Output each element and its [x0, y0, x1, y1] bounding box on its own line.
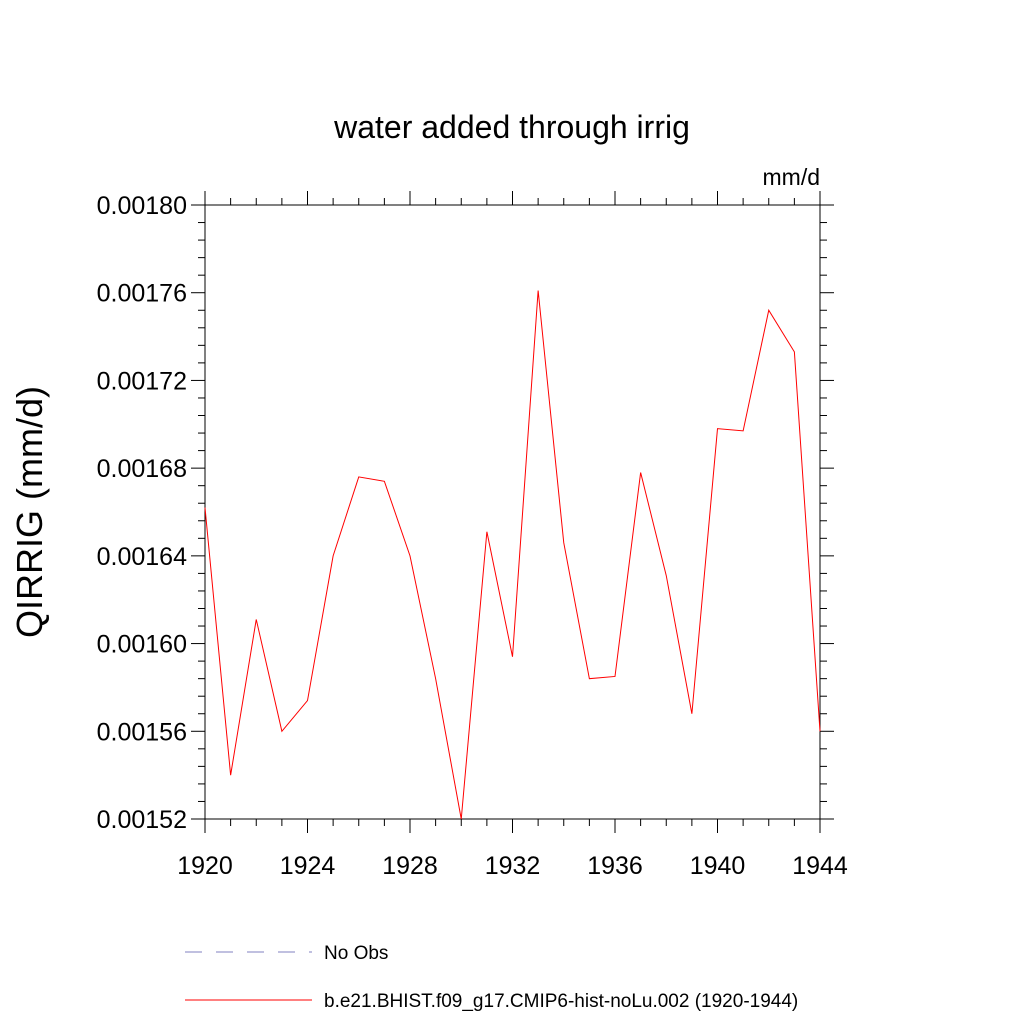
x-tick-label: 1944 [792, 852, 848, 880]
y-tick-label: 0.00168 [97, 455, 187, 483]
x-tick-label: 1924 [280, 852, 336, 880]
x-tick-label: 1940 [690, 852, 746, 880]
y-tick-label: 0.00160 [97, 631, 187, 659]
y-axis-label: QIRRIG (mm/d) [9, 386, 50, 638]
legend-label: No Obs [324, 943, 388, 964]
y-tick-label: 0.00172 [97, 367, 187, 395]
y-tick-label: 0.00156 [97, 718, 187, 746]
series-line [204, 290, 821, 820]
y-tick-label: 0.00180 [97, 192, 187, 220]
y-tick-label: 0.00152 [97, 806, 187, 834]
x-tick-label: 1932 [485, 852, 541, 880]
plot-frame [204, 204, 821, 820]
chart-title: water added through irrig [333, 109, 690, 145]
x-tick-label: 1936 [587, 852, 643, 880]
x-tick-label: 1920 [177, 852, 233, 880]
units-label: mm/d [763, 164, 821, 190]
x-tick-label: 1928 [382, 852, 438, 880]
legend-label: b.e21.BHIST.f09_g17.CMIP6-hist-noLu.002 … [324, 991, 798, 1012]
y-axis-ticks: 0.00152 0.00156 0.00160 0.00164 0.00168 0.001… [97, 192, 834, 834]
series-lines [204, 290, 821, 820]
y-tick-label: 0.00176 [97, 280, 187, 308]
legend: No Obs b.e21.BHIST.f09_g17.CMIP6-hist-noL… [185, 943, 798, 1012]
y-tick-label: 0.00164 [97, 543, 187, 571]
x-axis-ticks: 1920 1924 1928 1932 1936 1940 1944 [177, 191, 848, 880]
